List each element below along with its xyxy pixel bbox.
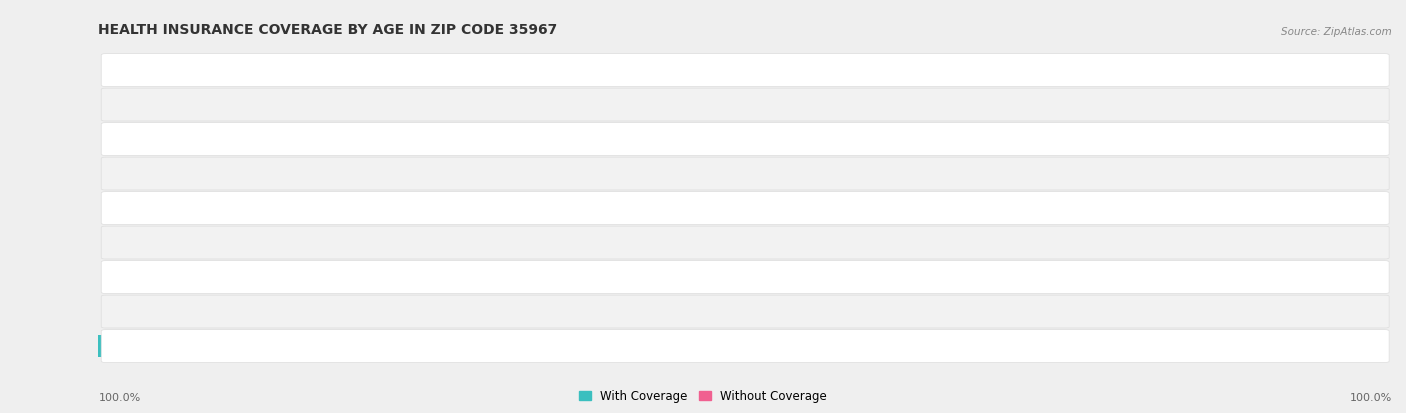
Text: 100.0%: 100.0% <box>373 341 419 351</box>
Bar <box>202 198 693 219</box>
Bar <box>849 267 932 288</box>
Text: Source: ZipAtlas.com: Source: ZipAtlas.com <box>1281 27 1392 37</box>
Legend: With Coverage, Without Coverage: With Coverage, Without Coverage <box>574 385 832 407</box>
Text: 76.0%: 76.0% <box>197 169 232 179</box>
Text: 65 to 74 Years: 65 to 74 Years <box>731 307 811 317</box>
Text: 2.2%: 2.2% <box>869 66 897 76</box>
Text: 26 to 34 Years: 26 to 34 Years <box>731 169 811 179</box>
Bar <box>98 335 693 357</box>
Text: 97.8%: 97.8% <box>382 66 422 76</box>
Bar <box>117 95 693 116</box>
Text: 95.1%: 95.1% <box>391 307 430 317</box>
Text: 75 Years and older: 75 Years and older <box>720 341 823 351</box>
Bar <box>849 95 866 116</box>
Text: 24.0%: 24.0% <box>987 169 1022 179</box>
Bar <box>849 232 1010 254</box>
Text: 84.6%: 84.6% <box>146 273 181 282</box>
Bar <box>849 60 860 82</box>
Text: 6 to 18 Years: 6 to 18 Years <box>735 100 807 110</box>
Bar <box>274 232 693 254</box>
Bar <box>849 164 979 185</box>
Text: 96.9%: 96.9% <box>385 100 425 110</box>
Text: 58.0%: 58.0% <box>304 135 339 145</box>
Text: 45 to 54 Years: 45 to 54 Years <box>731 238 811 248</box>
Text: Under 6 Years: Under 6 Years <box>733 66 810 76</box>
Text: 70.5%: 70.5% <box>229 238 264 248</box>
Text: 29.5%: 29.5% <box>1017 238 1053 248</box>
Text: 100.0%: 100.0% <box>98 392 141 402</box>
Bar <box>349 129 693 150</box>
Text: 35 to 44 Years: 35 to 44 Years <box>731 204 811 214</box>
Bar <box>111 60 693 82</box>
Text: 82.6%: 82.6% <box>157 204 193 214</box>
Text: HEALTH INSURANCE COVERAGE BY AGE IN ZIP CODE 35967: HEALTH INSURANCE COVERAGE BY AGE IN ZIP … <box>98 23 558 37</box>
Text: 0.0%: 0.0% <box>856 341 884 351</box>
Bar <box>190 267 693 288</box>
Text: 15.4%: 15.4% <box>941 273 976 282</box>
Bar <box>849 301 876 323</box>
Bar <box>242 164 693 185</box>
Text: 4.9%: 4.9% <box>883 307 912 317</box>
Text: 55 to 64 Years: 55 to 64 Years <box>731 273 811 282</box>
Bar <box>849 129 1077 150</box>
Text: 100.0%: 100.0% <box>1350 392 1392 402</box>
Text: 17.5%: 17.5% <box>952 204 987 214</box>
Text: 42.1%: 42.1% <box>943 135 983 145</box>
Text: 19 to 25 Years: 19 to 25 Years <box>731 135 811 145</box>
Bar <box>128 301 693 323</box>
Bar <box>849 198 943 219</box>
Text: 3.2%: 3.2% <box>875 100 903 110</box>
